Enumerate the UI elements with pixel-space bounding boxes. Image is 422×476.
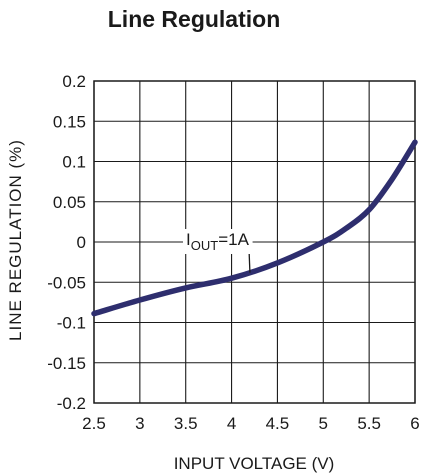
- y-tick-label: 0.05: [53, 193, 86, 212]
- y-tick-label: -0.15: [47, 354, 86, 373]
- series-annotation: IOUT=1A: [186, 230, 250, 253]
- series-line-iout-1a: [91, 139, 418, 317]
- y-axis-label: LINE REGULATION (%): [6, 139, 25, 341]
- x-tick-label: 3.5: [174, 414, 198, 433]
- x-tick-label: 2.5: [82, 414, 106, 433]
- y-tick-label: 0.2: [62, 72, 86, 91]
- y-tick-label: 0.1: [62, 153, 86, 172]
- x-tick-label: 5: [319, 414, 328, 433]
- y-tick-label: -0.2: [57, 394, 86, 413]
- x-axis-label: INPUT VOLTAGE (V): [174, 454, 335, 473]
- x-tick-label: 4.5: [266, 414, 290, 433]
- y-tick-label: 0.15: [53, 112, 86, 131]
- x-tick-label: 5.5: [357, 414, 381, 433]
- chart-title: Line Regulation: [108, 6, 281, 32]
- x-tick-label: 3: [135, 414, 144, 433]
- y-tick-label: 0: [77, 233, 86, 252]
- x-tick-labels: 2.5 3 3.5 4 4.5 5 5.5 6: [82, 414, 420, 433]
- grid-lines: [93, 80, 416, 404]
- y-tick-label: -0.05: [47, 273, 86, 292]
- plot-frame: [93, 80, 416, 404]
- y-tick-labels: 0.2 0.15 0.1 0.05 0 -0.05 -0.1 -0.15 -0.2: [47, 72, 86, 413]
- x-tick-label: 6: [410, 414, 419, 433]
- x-tick-label: 4: [227, 414, 236, 433]
- annotation-background: [183, 229, 253, 254]
- y-tick-label: -0.1: [57, 314, 86, 333]
